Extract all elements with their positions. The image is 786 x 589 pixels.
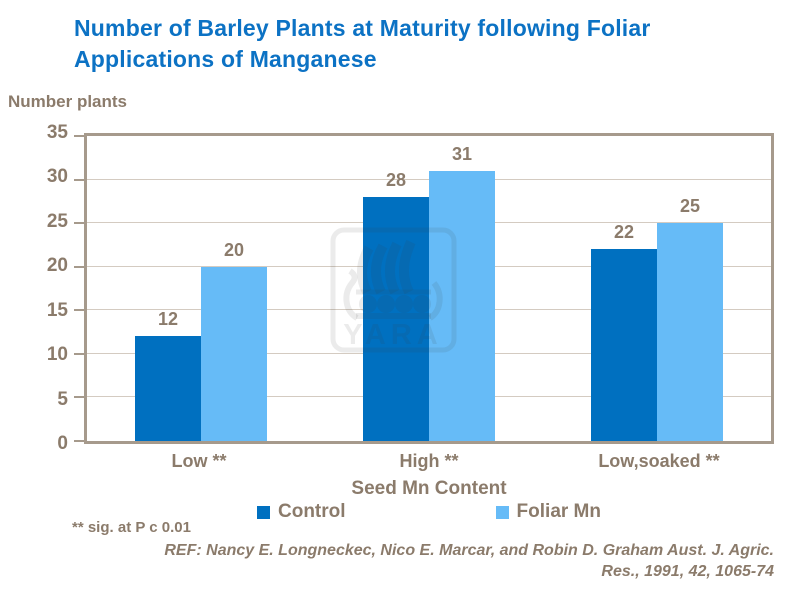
category-label: Low **: [171, 451, 227, 471]
bar-control: [591, 249, 657, 441]
y-tick-mark: [74, 135, 84, 137]
legend-item-foliar-mn: Foliar Mn: [495, 501, 601, 523]
y-tick-label: 25: [46, 210, 68, 232]
bar-value-label: 25: [679, 196, 701, 217]
category-label: Low,soaked **: [598, 451, 720, 471]
chart-title: Number of Barley Plants at Maturity foll…: [74, 13, 754, 75]
y-tick-label: 30: [46, 166, 68, 188]
legend-swatch-icon: [495, 505, 509, 519]
legend-label: Foliar Mn: [516, 501, 601, 522]
y-tick-label: 15: [46, 299, 68, 321]
bar-foliar-mn: [657, 223, 723, 441]
y-axis-title: Number plants: [8, 92, 128, 111]
bar-value-label: 20: [223, 239, 244, 260]
x-axis-title: Seed Mn Content: [351, 478, 507, 499]
legend-label: Control: [278, 501, 346, 522]
y-tick-label: 20: [46, 255, 68, 277]
reference: REF: Nancy E. Longneckec, Nico E. Marcar…: [164, 540, 774, 582]
bar-foliar-mn: [200, 266, 267, 441]
y-tick-mark: [74, 222, 84, 225]
chart-title-line2: Applications of Manganese: [74, 46, 377, 72]
y-tick-label: 10: [46, 344, 68, 366]
y-tick-mark: [74, 352, 84, 355]
y-tick-mark: [74, 440, 84, 442]
legend-item-control: Control: [257, 501, 346, 523]
y-tick-mark: [74, 396, 84, 399]
legend-swatch-icon: [257, 505, 270, 519]
category-labels: Low ** High ** Low,soaked **: [84, 451, 774, 475]
y-tick-label: 5: [57, 388, 68, 410]
y-tick-mark: [74, 265, 84, 268]
bar-value-label: 12: [157, 309, 178, 330]
bar-control: [134, 336, 201, 441]
chart-title-line1: Number of Barley Plants at Maturity foll…: [74, 15, 651, 41]
reference-line2: Res., 1991, 42, 1065-74: [601, 563, 774, 580]
y-tick-mark: [74, 178, 84, 181]
bar-control: [363, 197, 429, 441]
plot-area: 12 20 28 31 22 25: [74, 133, 774, 444]
bar-foliar-mn: [429, 170, 495, 441]
bar-value-label: 31: [451, 143, 473, 164]
category-label: High **: [399, 451, 459, 471]
reference-line1: REF: Nancy E. Longneckec, Nico E. Marcar…: [164, 542, 774, 559]
y-tick-label: 0: [57, 433, 68, 454]
y-tick-mark: [74, 309, 84, 312]
y-tick-label: 35: [46, 122, 68, 143]
bar-value-label: 28: [385, 170, 407, 190]
bar-value-label: 22: [613, 222, 635, 243]
footnote: ** sig. at P c 0.01: [72, 519, 191, 536]
y-axis-ticks: 0 5 10 15 20 25 30 35: [0, 122, 68, 454]
legend: Control Foliar Mn: [84, 501, 774, 523]
